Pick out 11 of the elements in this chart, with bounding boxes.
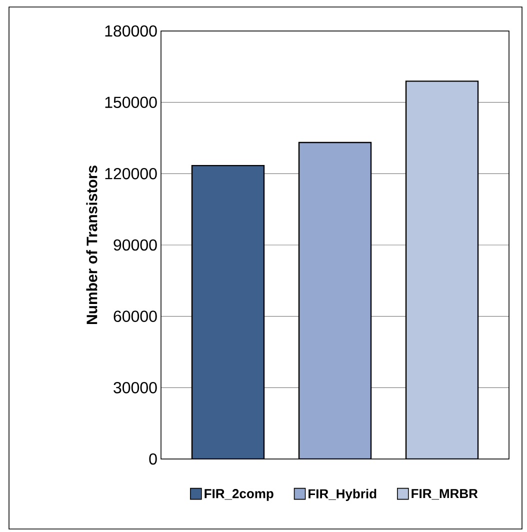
y-axis-title: Number of Transistors [86, 166, 98, 324]
y-tick-label: 120000 [105, 168, 157, 180]
y-tick-label: 180000 [105, 25, 157, 37]
legend-label: FIR_Hybrid [308, 488, 376, 501]
legend-label: FIR_2comp [204, 489, 274, 501]
y-tick-label: 30000 [114, 382, 157, 394]
y-tick-label: 150000 [105, 96, 157, 108]
legend-label: FIR_MRBR [412, 489, 478, 500]
y-tick-label: 0 [149, 453, 157, 465]
y-tick-label: 90000 [114, 239, 157, 251]
y-tick-label: 60000 [114, 310, 157, 322]
